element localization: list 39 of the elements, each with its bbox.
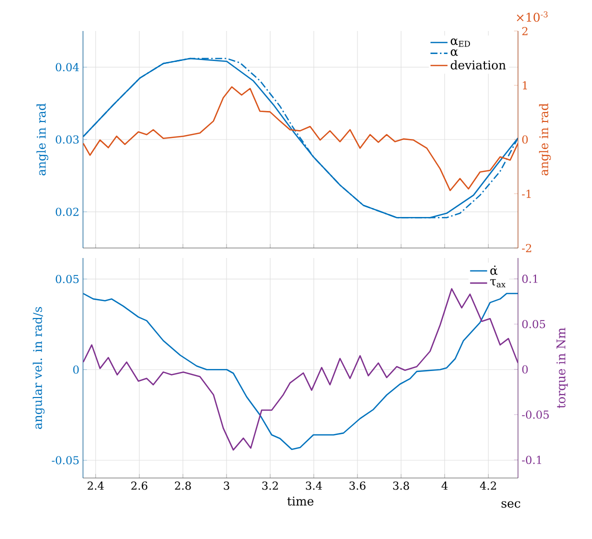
legend-label: deviation xyxy=(450,60,506,70)
text: ×10$^{-3}$ xyxy=(516,11,548,22)
x-tick-label: 4.2 xyxy=(480,482,496,490)
y2-tick-label: -0.1 xyxy=(522,456,542,464)
legend-label: α̇ xyxy=(490,266,498,275)
y2-tick-label: -0.05 xyxy=(522,410,549,419)
y-tick-label: 0.04 xyxy=(56,63,79,72)
x-tick-label: 3 xyxy=(224,482,230,490)
x-tick-label: 2.4 xyxy=(88,482,104,490)
x-tick-label: 2.6 xyxy=(131,482,148,490)
legend-label: α xyxy=(450,49,458,56)
line-series xyxy=(83,86,518,192)
legend-label: τ$_{ax}$ xyxy=(490,279,506,288)
text: sec xyxy=(502,501,520,508)
y-tick-label: 0.03 xyxy=(56,135,79,144)
y-tick-label: 0.05 xyxy=(56,274,79,284)
y2-axis-title: angle in rad xyxy=(539,103,551,176)
x-axis-title: time xyxy=(287,496,314,506)
y2-axis-title: torque in Nm xyxy=(556,328,568,408)
y2-tick-label: -1 xyxy=(522,190,531,198)
x-tick-label: 3.4 xyxy=(306,482,322,490)
y2-tick-label: -2 xyxy=(522,244,532,252)
legend-label: α$_{ED}$ xyxy=(450,38,470,47)
y2-tick-label: 0.05 xyxy=(522,320,546,328)
y-tick-label: 0 xyxy=(73,365,79,374)
y-tick-label: 0.02 xyxy=(56,208,78,216)
x-tick-label: 3.2 xyxy=(262,482,278,490)
y-axis-title: angular vel. in rad/s xyxy=(32,307,45,429)
y2-tick-label: 2 xyxy=(522,26,528,36)
y-tick-label: -0.05 xyxy=(52,456,79,464)
y2-tick-label: 0 xyxy=(522,365,528,374)
y-axis-title: angle in rad xyxy=(36,103,48,176)
y2-tick-label: 0 xyxy=(522,135,528,144)
y2-tick-label: 1 xyxy=(522,81,527,90)
x-tick-label: 3.6 xyxy=(350,482,366,490)
y2-tick-label: 0.1 xyxy=(522,274,538,283)
x-tick-label: 2.8 xyxy=(174,482,191,490)
x-tick-label: 3.8 xyxy=(393,482,410,490)
x-tick-label: 4 xyxy=(442,482,448,490)
